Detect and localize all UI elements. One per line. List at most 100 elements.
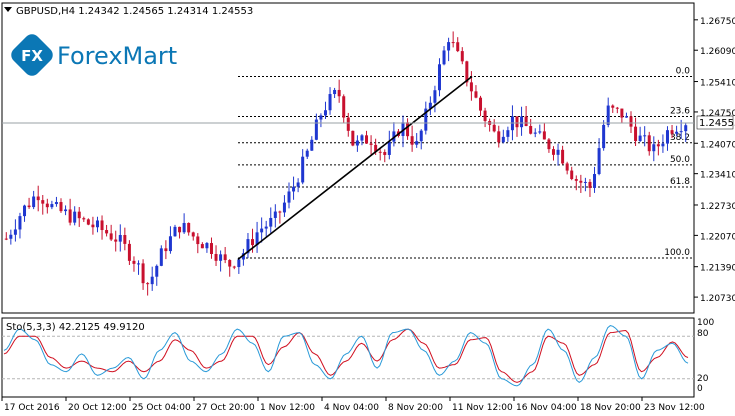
candle-body <box>118 235 122 242</box>
current-price: 1.24553 <box>699 118 735 129</box>
candle-body <box>433 90 437 103</box>
candle-body <box>260 228 264 233</box>
time-label: 20 Oct 12:00 <box>68 403 127 412</box>
candle-body <box>615 107 619 109</box>
indicator-scale-label: 80 <box>697 329 709 339</box>
candle-body <box>237 259 241 268</box>
candle-body <box>159 248 163 266</box>
candle-body <box>50 204 54 208</box>
chart-header-text: GBPUSD,H4 1.24342 1.24565 1.24314 1.2455… <box>16 6 253 17</box>
stochastic-main-line <box>3 325 689 387</box>
time-label: 18 Nov 20:00 <box>580 403 641 412</box>
candle-body <box>501 136 505 143</box>
candle-body <box>164 248 168 252</box>
candle-body <box>205 243 209 249</box>
candle-body <box>383 152 387 155</box>
candle-body <box>515 116 519 128</box>
candle-body <box>620 108 624 118</box>
indicator-scale-label: 100 <box>697 318 714 328</box>
candle-body <box>643 135 647 137</box>
candle-body <box>410 136 414 145</box>
candle-body <box>597 148 601 175</box>
candle-body <box>593 174 597 188</box>
candle-body <box>127 243 131 261</box>
triangle-down-icon[interactable] <box>4 7 12 12</box>
candle-body <box>437 64 441 91</box>
time-label: 17 Oct 2016 <box>4 403 60 412</box>
forexmart-logo-icon: FX <box>11 34 53 76</box>
candle-body <box>611 105 615 108</box>
candle-body <box>647 135 651 152</box>
candle-body <box>570 170 574 180</box>
indicator-frame <box>1 317 695 398</box>
trendline[interactable] <box>237 75 473 260</box>
candle-body <box>333 89 337 95</box>
candle-body <box>547 139 551 150</box>
candle-body <box>365 135 369 144</box>
candle-body <box>59 202 63 212</box>
candle-body <box>319 115 323 120</box>
candle-body <box>360 135 364 141</box>
candle-body <box>219 254 223 261</box>
candle-body <box>86 219 90 225</box>
candle-body <box>374 144 378 152</box>
price-tick-label: 1.26750 <box>700 17 735 27</box>
candle-body <box>187 222 191 233</box>
candle-body <box>68 209 72 223</box>
fibonacci-retracement[interactable]: 0.0 23.6 38.2 50.0 61.8 100.0 <box>238 66 694 259</box>
candle-body <box>45 203 49 208</box>
price-tick-label: 1.25410 <box>700 79 735 89</box>
price-tick-label: 1.22070 <box>700 232 735 242</box>
candle-body <box>13 229 17 235</box>
candle-body <box>670 130 674 134</box>
price-tick-label: 1.26090 <box>700 47 735 57</box>
candle-body <box>228 260 232 267</box>
candle-body <box>32 196 36 208</box>
candle-body <box>369 143 373 145</box>
candle-body <box>419 130 423 142</box>
candle-body <box>337 89 341 97</box>
indicator-scale-label: 20 <box>697 374 709 384</box>
candle-body <box>196 236 200 245</box>
stochastic-signal-line <box>3 328 689 383</box>
candle-body <box>474 91 478 98</box>
candle-body <box>665 130 669 144</box>
candle-body <box>292 186 296 192</box>
candle-body <box>492 124 496 132</box>
candle-body <box>273 211 277 218</box>
time-label: 11 Nov 12:00 <box>452 403 513 412</box>
candle-body <box>123 235 127 244</box>
candle-body <box>652 144 656 152</box>
candle-body <box>428 102 432 109</box>
candle-body <box>314 119 318 140</box>
candle-body <box>538 131 542 133</box>
candle-body <box>182 222 186 233</box>
candle-body <box>223 254 227 261</box>
candle-body <box>200 244 204 249</box>
candle-body <box>141 263 145 284</box>
candle-body <box>401 122 405 136</box>
main-chart-frame <box>1 2 695 314</box>
candle-body <box>460 51 464 62</box>
time-label: 8 Nov 20:00 <box>388 403 443 412</box>
candle-body <box>551 149 555 155</box>
time-label: 25 Oct 04:00 <box>132 403 191 412</box>
candle-body <box>269 217 273 227</box>
candle-body <box>132 260 136 264</box>
candle-body <box>150 276 154 285</box>
candle-body <box>232 266 236 268</box>
candle-body <box>178 226 182 233</box>
candle-body <box>661 143 665 147</box>
candle-body <box>155 265 159 277</box>
candle-body <box>483 110 487 122</box>
candle-body <box>469 82 473 92</box>
candle-body <box>4 238 8 240</box>
candle-body <box>241 253 245 260</box>
candle-body <box>520 116 524 128</box>
time-label: 27 Oct 20:00 <box>196 403 255 412</box>
candle-body <box>146 283 150 285</box>
candle-body <box>323 110 327 116</box>
